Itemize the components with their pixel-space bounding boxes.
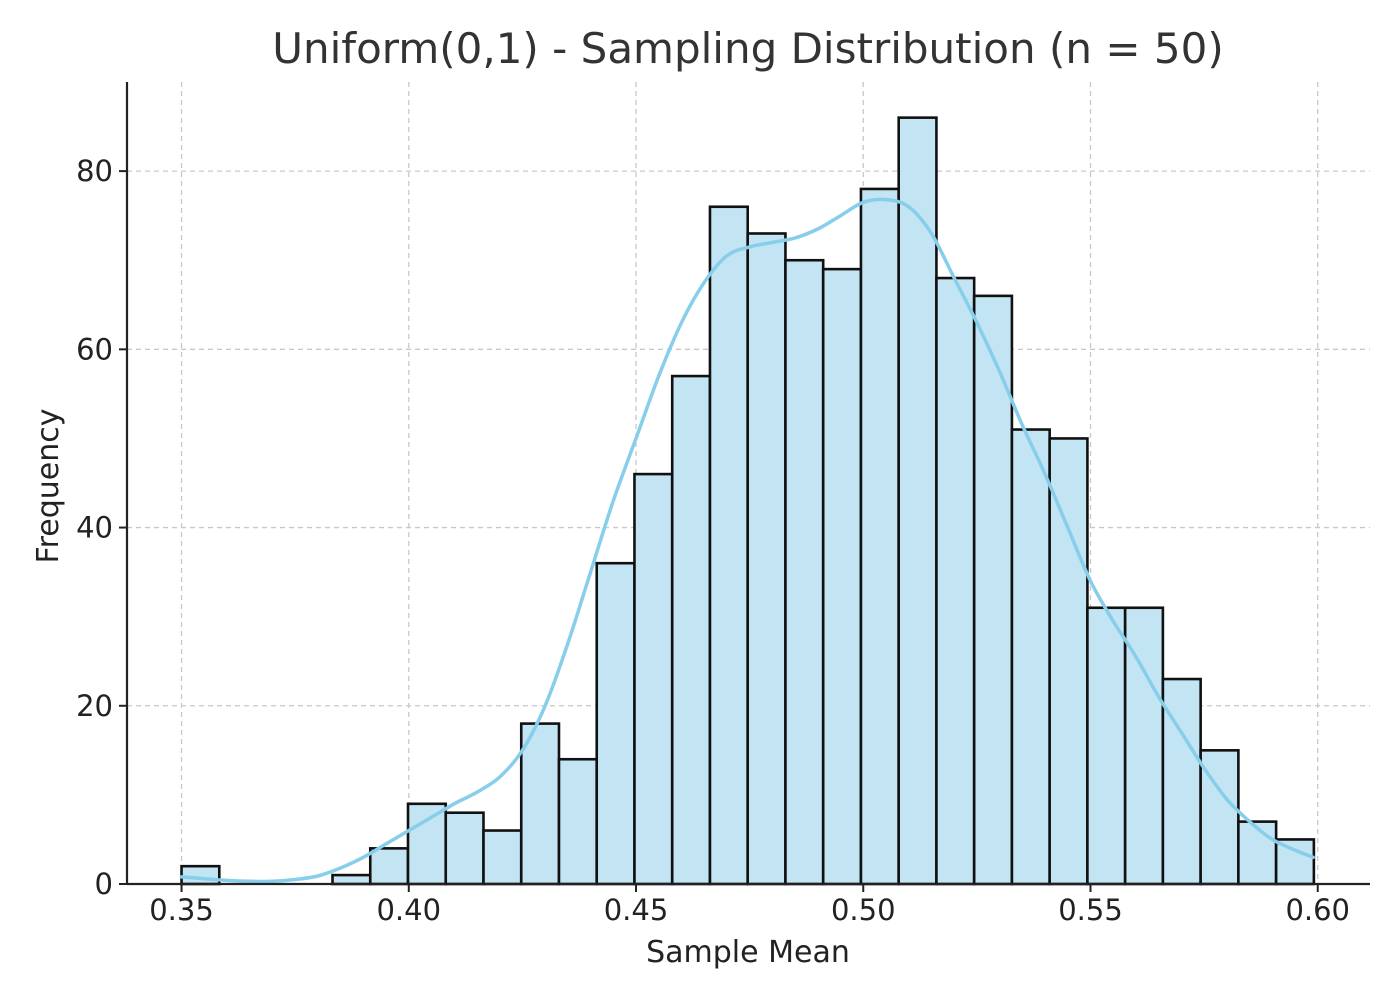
histogram-bar-7 bbox=[444, 811, 485, 886]
histogram-bar-5 bbox=[368, 847, 410, 886]
histogram-bar-28 bbox=[1237, 820, 1278, 886]
histogram-bar-4 bbox=[331, 873, 372, 886]
kde-curve-group bbox=[179, 197, 1315, 884]
x-axis-label: Sample Mean bbox=[646, 935, 850, 970]
x-tick-label-4: 0.55 bbox=[1058, 893, 1123, 927]
histogram-bar-18 bbox=[859, 187, 900, 886]
x-tick-label-0: 0.35 bbox=[149, 893, 214, 927]
histogram-bar-6 bbox=[406, 802, 448, 886]
histogram-bars bbox=[180, 116, 1316, 886]
histogram-bar-22 bbox=[1010, 428, 1051, 886]
kde-curve bbox=[179, 197, 1315, 884]
histogram-bar-13 bbox=[670, 374, 712, 886]
y-tick-label-1: 20 bbox=[76, 689, 113, 723]
x-tick-label-3: 0.50 bbox=[831, 893, 896, 927]
histogram-bar-15 bbox=[746, 232, 787, 886]
histogram-bar-24 bbox=[1086, 606, 1127, 886]
histogram-bar-23 bbox=[1048, 437, 1089, 886]
histogram-bar-20 bbox=[935, 276, 976, 886]
histogram-bar-17 bbox=[821, 267, 863, 886]
histogram-bar-29 bbox=[1274, 838, 1316, 886]
y-axis-label: Frequency bbox=[31, 409, 66, 564]
x-tick-label-5: 0.60 bbox=[1285, 893, 1350, 927]
histogram-bar-12 bbox=[633, 472, 674, 886]
x-tick-label-1: 0.40 bbox=[376, 893, 441, 927]
y-tick-label-3: 60 bbox=[76, 332, 113, 366]
tick-labels: 0.35 0.40 0.45 0.50 0.55 0.60 0 20 40 60 80 bbox=[76, 154, 1350, 927]
axes bbox=[125, 82, 1370, 886]
x-tick-label-2: 0.45 bbox=[604, 893, 669, 927]
histogram-bar-16 bbox=[784, 258, 825, 886]
histogram-bar-19 bbox=[897, 116, 938, 886]
y-tick-label-0: 0 bbox=[95, 867, 113, 901]
histogram-bar-14 bbox=[708, 205, 750, 886]
histogram-bar-9 bbox=[519, 722, 561, 886]
histogram-bar-8 bbox=[482, 829, 523, 886]
chart-title: Uniform(0,1) - Sampling Distribution (n … bbox=[272, 24, 1223, 73]
y-tick-label-2: 40 bbox=[76, 511, 113, 545]
y-tick-label-4: 80 bbox=[76, 154, 113, 188]
histogram-bar-10 bbox=[557, 757, 599, 886]
histogram-bar-11 bbox=[595, 561, 636, 886]
histogram-bar-0 bbox=[180, 864, 221, 886]
